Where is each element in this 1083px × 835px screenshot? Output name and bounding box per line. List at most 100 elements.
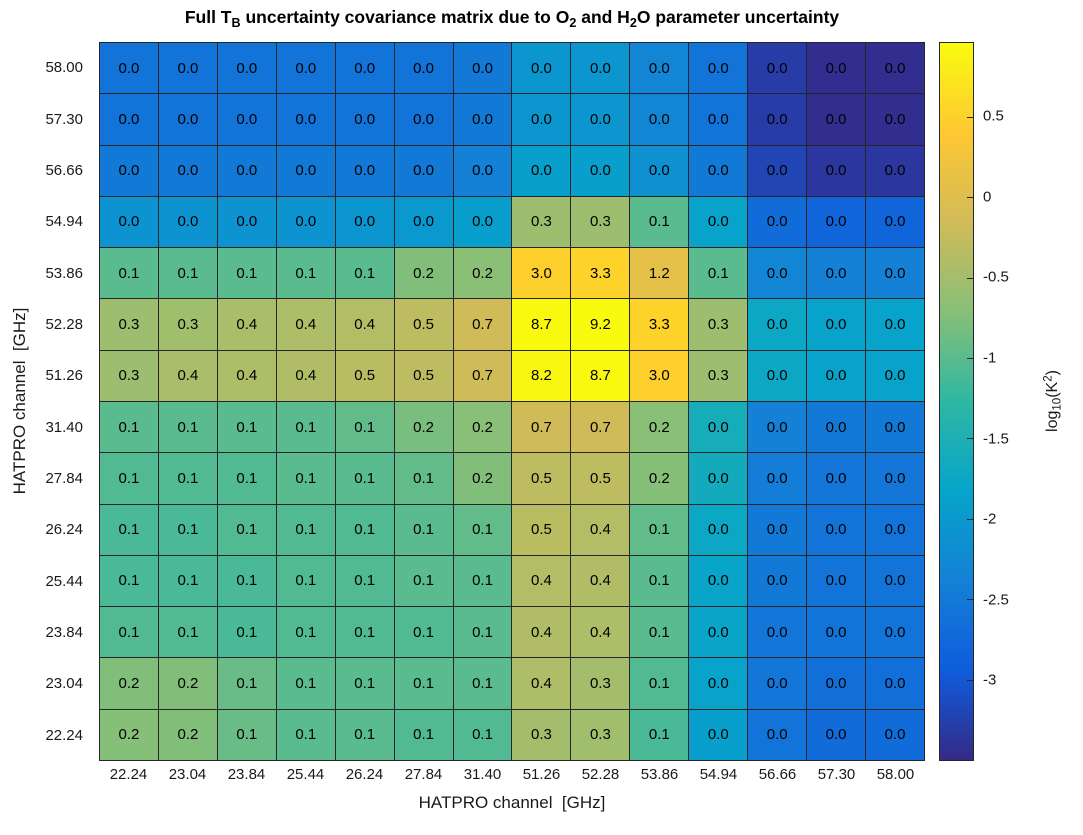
colorbar-tick-label: -2 bbox=[983, 510, 997, 528]
heatmap-cell: 0.4 bbox=[571, 555, 630, 607]
heatmap-cell: 0.3 bbox=[689, 299, 748, 350]
heatmap-cell: 0.0 bbox=[158, 145, 217, 196]
heatmap-cell: 0.0 bbox=[512, 94, 571, 145]
heatmap-cell: 0.3 bbox=[512, 709, 571, 760]
heatmap-cell: 0.0 bbox=[335, 94, 394, 145]
heatmap-cell: 0.1 bbox=[630, 658, 689, 709]
heatmap-cell: 0.1 bbox=[453, 658, 512, 709]
heatmap-cell: 0.1 bbox=[217, 248, 276, 299]
heatmap-cell: 0.1 bbox=[276, 555, 335, 607]
y-tick-label: 31.40 bbox=[45, 418, 83, 436]
heatmap-cell: 0.0 bbox=[748, 248, 807, 299]
heatmap-cell: 0.0 bbox=[866, 607, 924, 658]
heatmap-cell: 0.4 bbox=[512, 555, 571, 607]
heatmap-cell: 0.0 bbox=[866, 555, 924, 607]
heatmap-cell: 0.1 bbox=[158, 555, 217, 607]
heatmap-cell: 0.3 bbox=[100, 299, 158, 350]
y-tick-label: 22.24 bbox=[45, 726, 83, 744]
heatmap-cell: 0.1 bbox=[394, 504, 453, 555]
heatmap-cell: 0.0 bbox=[807, 43, 866, 94]
heatmap-cell: 0.4 bbox=[276, 299, 335, 350]
heatmap-cell: 0.1 bbox=[100, 248, 158, 299]
heatmap-cell: 0.0 bbox=[866, 453, 924, 504]
x-axis-label: HATPRO channel [GHz] bbox=[418, 793, 606, 812]
colorbar-tick-labels: 0.5 0 -0.5 -1 -1.5 -2 -2.5 -3 bbox=[983, 42, 1043, 761]
heatmap-cell: 0.0 bbox=[512, 43, 571, 94]
heatmap-cell: 0.0 bbox=[807, 94, 866, 145]
heatmap-cell: 0.0 bbox=[453, 145, 512, 196]
heatmap-cell: 0.0 bbox=[748, 196, 807, 248]
heatmap-cell: 0.0 bbox=[217, 94, 276, 145]
heatmap-cell: 0.0 bbox=[807, 299, 866, 350]
heatmap-cell: 0.1 bbox=[158, 453, 217, 504]
heatmap-cell: 0.4 bbox=[512, 607, 571, 658]
heatmap-cell: 0.2 bbox=[158, 709, 217, 760]
heatmap-cell: 0.0 bbox=[217, 196, 276, 248]
heatmap-cell: 0.1 bbox=[335, 607, 394, 658]
y-tick-label: 58.00 bbox=[45, 59, 83, 77]
y-tick-label: 56.66 bbox=[45, 161, 83, 179]
x-tick-label: 52.28 bbox=[581, 766, 620, 783]
heatmap-cell: 8.2 bbox=[512, 350, 571, 401]
heatmap-cell: 0.2 bbox=[453, 453, 512, 504]
x-tick-label: 31.40 bbox=[463, 766, 502, 783]
y-tick-label: 52.28 bbox=[45, 315, 83, 333]
heatmap-cell: 0.1 bbox=[100, 453, 158, 504]
heatmap-cell: 0.4 bbox=[571, 504, 630, 555]
heatmap-cell: 0.2 bbox=[453, 401, 512, 453]
heatmap-cell: 0.2 bbox=[158, 658, 217, 709]
heatmap-cell: 3.3 bbox=[630, 299, 689, 350]
heatmap-cell: 0.1 bbox=[276, 453, 335, 504]
heatmap-cell: 0.0 bbox=[807, 555, 866, 607]
heatmap-cell: 0.1 bbox=[276, 504, 335, 555]
colorbar-tick-label: -2.5 bbox=[983, 591, 1009, 609]
x-tick-label: 58.00 bbox=[876, 766, 915, 783]
heatmap-cell: 0.3 bbox=[571, 196, 630, 248]
heatmap-cell: 0.4 bbox=[217, 299, 276, 350]
colorbar-tick-label: 0 bbox=[983, 188, 992, 206]
heatmap-cell: 0.1 bbox=[335, 658, 394, 709]
heatmap-cell: 0.0 bbox=[630, 94, 689, 145]
text-segment: (K bbox=[1043, 381, 1061, 398]
heatmap-cell: 0.3 bbox=[571, 658, 630, 709]
y-tick-label: 51.26 bbox=[45, 367, 83, 385]
heatmap-cell: 0.0 bbox=[689, 196, 748, 248]
heatmap-cell: 0.1 bbox=[689, 248, 748, 299]
x-tick-label: 56.66 bbox=[758, 766, 797, 783]
text-segment: 10 bbox=[1051, 397, 1064, 411]
heatmap-cell: 0.2 bbox=[453, 248, 512, 299]
heatmap-cell: 0.0 bbox=[630, 43, 689, 94]
y-tick-label: 53.86 bbox=[45, 264, 83, 282]
heatmap-cell: 0.0 bbox=[158, 94, 217, 145]
heatmap-cell: 0.0 bbox=[276, 43, 335, 94]
heatmap-cell: 0.0 bbox=[866, 299, 924, 350]
x-tick-label: 23.84 bbox=[227, 766, 266, 783]
y-axis-tick-labels: 58.00 57.30 56.66 54.94 53.86 52.28 51.26 31.40… bbox=[0, 42, 92, 761]
heatmap-cell: 0.0 bbox=[689, 145, 748, 196]
y-tick-label: 57.30 bbox=[45, 110, 83, 128]
heatmap-cell: 0.0 bbox=[748, 709, 807, 760]
heatmap-cell: 0.1 bbox=[335, 453, 394, 504]
heatmap-cell: 0.0 bbox=[276, 94, 335, 145]
colorbar-tick-label: 0.5 bbox=[983, 107, 1004, 125]
heatmap-cell: 0.5 bbox=[512, 453, 571, 504]
text-segment: 2 bbox=[569, 15, 577, 30]
x-tick-label: 54.94 bbox=[699, 766, 738, 783]
heatmap-cell: 0.0 bbox=[748, 350, 807, 401]
heatmap-cell: 0.1 bbox=[158, 504, 217, 555]
colorbar-tick-label: -0.5 bbox=[983, 268, 1009, 286]
heatmap-cell: 0.7 bbox=[453, 299, 512, 350]
heatmap-cell: 0.3 bbox=[100, 350, 158, 401]
heatmap-cell: 0.0 bbox=[807, 607, 866, 658]
heatmap-cell: 0.0 bbox=[866, 43, 924, 94]
heatmap-cell: 0.0 bbox=[748, 453, 807, 504]
heatmap-cell: 0.1 bbox=[335, 555, 394, 607]
heatmap-cell: 0.0 bbox=[335, 43, 394, 94]
heatmap-cell: 0.0 bbox=[807, 453, 866, 504]
heatmap-cell: 0.1 bbox=[394, 709, 453, 760]
colorbar-tick-mark bbox=[967, 599, 973, 601]
y-tick-label: 54.94 bbox=[45, 213, 83, 231]
heatmap-cell: 0.0 bbox=[689, 607, 748, 658]
heatmap-cell: 0.1 bbox=[453, 555, 512, 607]
